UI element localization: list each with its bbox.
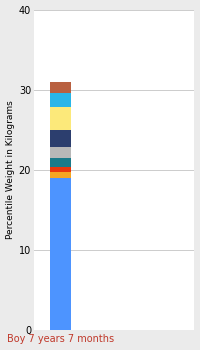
Bar [50,147,71,158]
Bar [50,130,71,147]
Bar [50,167,71,172]
Bar [50,172,71,177]
Bar [50,177,71,330]
Bar [50,82,71,93]
Bar [50,158,71,167]
Bar [50,107,71,130]
Bar [50,93,71,107]
Y-axis label: Percentile Weight in Kilograms: Percentile Weight in Kilograms [6,100,15,239]
